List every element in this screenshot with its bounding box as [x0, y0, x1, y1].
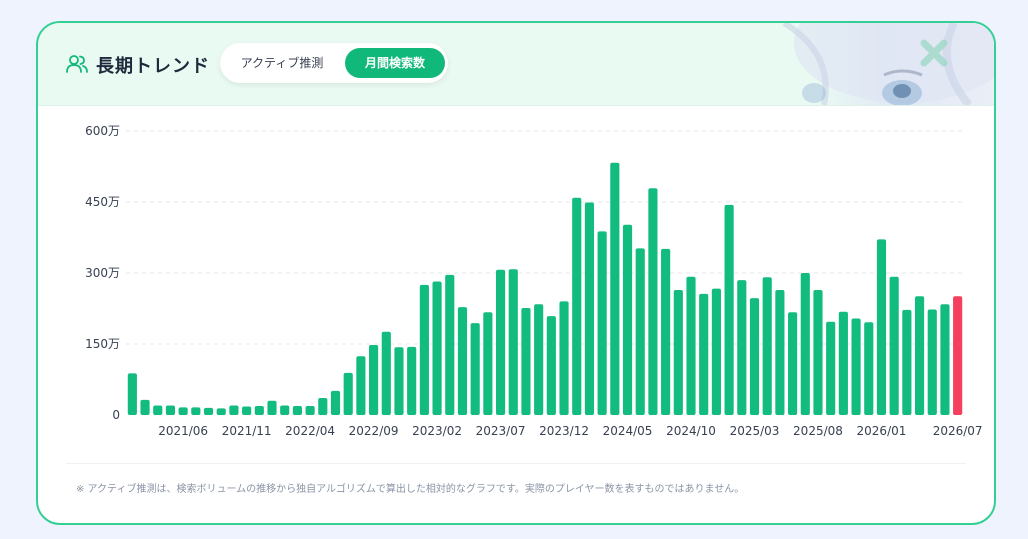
- page-title: 長期トレンド: [96, 56, 210, 77]
- bar-current-month[interactable]: [953, 296, 963, 415]
- bar[interactable]: [305, 406, 315, 415]
- bar[interactable]: [673, 290, 683, 415]
- bar[interactable]: [445, 274, 455, 415]
- bar[interactable]: [127, 373, 137, 415]
- bar[interactable]: [178, 407, 188, 415]
- bar[interactable]: [165, 405, 176, 415]
- x-tick-label: 2021/06: [158, 424, 208, 438]
- bar[interactable]: [356, 356, 366, 415]
- footnote: ※ アクティブ推測は、検索ボリュームの推移から独自アルゴリズムで算出した相対的な…: [76, 484, 745, 495]
- y-tick-label: 600万: [85, 124, 120, 138]
- bar[interactable]: [546, 316, 556, 415]
- tab-monthly-searches[interactable]: 月間検索数: [345, 48, 445, 78]
- bar[interactable]: [800, 273, 810, 415]
- bar[interactable]: [140, 399, 150, 415]
- bar[interactable]: [280, 405, 290, 415]
- bar[interactable]: [711, 288, 721, 415]
- view-toggle: アクティブ推測 月間検索数: [220, 43, 448, 83]
- bar[interactable]: [267, 400, 277, 415]
- bar[interactable]: [534, 304, 544, 415]
- bar[interactable]: [737, 280, 747, 415]
- bar[interactable]: [432, 281, 442, 415]
- bar[interactable]: [686, 276, 696, 415]
- bar[interactable]: [914, 296, 925, 415]
- bar[interactable]: [876, 239, 887, 415]
- x-tick-label: 2022/09: [349, 424, 399, 438]
- bar[interactable]: [508, 269, 518, 415]
- bar[interactable]: [343, 372, 353, 415]
- bar[interactable]: [724, 204, 734, 415]
- bar-chart: 0 150万 300万 450万 600万 2021/06 2021/11 2022/04 20…: [85, 124, 983, 438]
- bar[interactable]: [203, 407, 214, 415]
- bar[interactable]: [483, 312, 493, 415]
- bar[interactable]: [749, 298, 760, 415]
- divider: [66, 463, 966, 464]
- bar[interactable]: [610, 162, 620, 415]
- bar[interactable]: [521, 308, 531, 415]
- x-tick-label: 2024/05: [603, 424, 653, 438]
- x-tick-label: 2024/10: [666, 424, 716, 438]
- x-tick-label: 2022/04: [285, 424, 335, 438]
- bar[interactable]: [419, 284, 429, 415]
- x-tick-label: 2025/03: [730, 424, 780, 438]
- chart-area: 0 150万 300万 450万 600万 2021/06 2021/11 2022/04 20…: [38, 107, 994, 461]
- bar[interactable]: [254, 406, 264, 415]
- bar[interactable]: [153, 405, 163, 415]
- y-tick-label: 0: [112, 408, 120, 422]
- bar[interactable]: [648, 188, 658, 415]
- bar[interactable]: [369, 344, 379, 415]
- bar[interactable]: [191, 407, 201, 415]
- bar[interactable]: [851, 318, 861, 415]
- bar[interactable]: [775, 290, 785, 415]
- bar[interactable]: [788, 312, 798, 415]
- bar[interactable]: [457, 307, 468, 415]
- card-header: 長期トレンド アクティブ推測 月間検索数: [38, 23, 994, 106]
- bar[interactable]: [495, 269, 506, 415]
- bar[interactable]: [572, 197, 582, 415]
- bar[interactable]: [292, 406, 302, 415]
- y-tick-label: 450万: [85, 195, 120, 209]
- bar[interactable]: [559, 301, 569, 415]
- bar[interactable]: [216, 408, 226, 415]
- bar[interactable]: [229, 405, 239, 415]
- bar[interactable]: [470, 323, 480, 415]
- bar[interactable]: [407, 346, 417, 415]
- x-tick-label: 2023/02: [412, 424, 462, 438]
- bar[interactable]: [826, 321, 836, 415]
- tab-active-estimate[interactable]: アクティブ推測: [240, 56, 324, 70]
- bar[interactable]: [381, 331, 391, 415]
- bar[interactable]: [940, 304, 950, 415]
- x-tick-label: 2023/12: [539, 424, 589, 438]
- x-tick-label: 2026/07: [933, 424, 983, 438]
- bar[interactable]: [242, 406, 252, 415]
- trend-card: 長期トレンド アクティブ推測 月間検索数 0 150万 300万 450万 600万 20…: [36, 21, 996, 525]
- bar[interactable]: [635, 248, 645, 415]
- bar[interactable]: [889, 276, 899, 415]
- bar[interactable]: [584, 202, 595, 415]
- bar[interactable]: [699, 293, 709, 415]
- bar[interactable]: [864, 322, 874, 415]
- y-tick-label: 150万: [85, 337, 120, 351]
- bar[interactable]: [838, 311, 848, 415]
- bar[interactable]: [394, 347, 404, 415]
- bar[interactable]: [927, 309, 937, 415]
- bar[interactable]: [762, 277, 772, 415]
- y-tick-label: 300万: [85, 266, 120, 280]
- x-tick-label: 2021/11: [222, 424, 272, 438]
- bar[interactable]: [661, 248, 671, 415]
- bar[interactable]: [622, 224, 633, 415]
- bar[interactable]: [902, 309, 912, 415]
- x-tick-label: 2026/01: [857, 424, 907, 438]
- users-icon: [66, 55, 88, 73]
- bar[interactable]: [813, 290, 823, 415]
- x-tick-label: 2023/07: [476, 424, 526, 438]
- character-art-decoration: [754, 23, 994, 105]
- bar[interactable]: [597, 231, 607, 415]
- x-tick-label: 2025/08: [793, 424, 843, 438]
- bar[interactable]: [318, 397, 328, 415]
- bar[interactable]: [330, 390, 341, 415]
